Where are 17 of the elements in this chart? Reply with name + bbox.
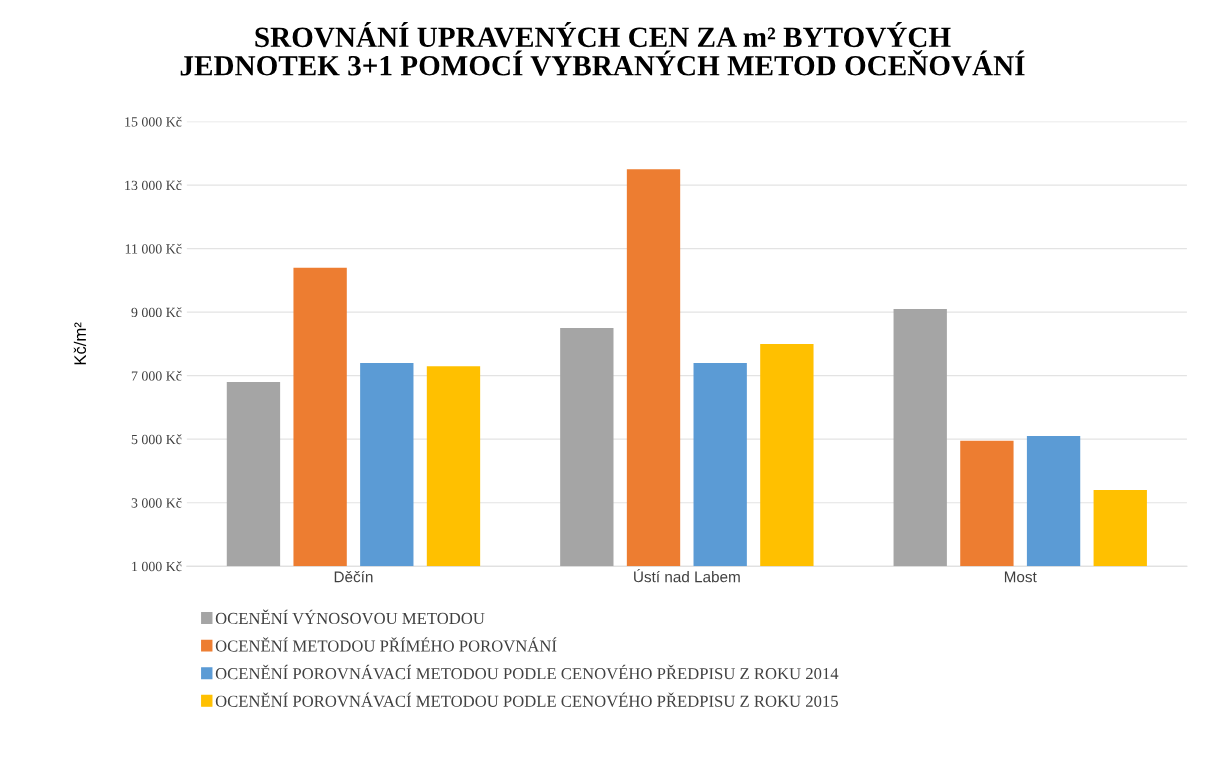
y-tick-label: 5 000 Kč (131, 434, 182, 445)
legend-label: OCENĚNÍ POROVNÁVACÍ METODOU PODLE CENOVÉHO PŘEDPISU Z ROKU 2015 (215, 692, 838, 707)
x-tick-label: Děčín (334, 570, 373, 583)
x-tick-label: Ústí nad Labem (634, 568, 740, 583)
x-tick-label: Most (1004, 571, 1037, 583)
y-tick-label: 1 000 Kč (132, 561, 182, 572)
legend-label: OCENĚNÍ POROVNÁVACÍ METODOU PODLE CENOVÉHO PŘEDPISU Z ROKU 2014 (215, 664, 839, 680)
legend-label: OCENĚNÍ METODOU PŘÍMÉHO POROVNÁNÍ (215, 637, 557, 652)
chart-title: SROVNÁNÍ UPRAVENÝCH CEN ZA m² BYTOVÝCH JEDNOTEK 3+1 POMOCÍ VYBRANÝCH METOD OCEŇOVÁNÍ (180, 21, 1025, 76)
y-axis-title: Kč/m² (73, 322, 87, 365)
legend-label: OCENĚNÍ VÝNOSOVOU METODOU (215, 609, 485, 625)
y-tick-label: 9 000 Kč (131, 307, 182, 318)
y-tick-label: 15 000 Kč (125, 116, 182, 127)
y-tick-label: 7 000 Kč (131, 370, 182, 381)
y-tick-label: 13 000 Kč (125, 180, 182, 191)
y-tick-label: 3 000 Kč (131, 497, 182, 508)
y-tick-label: 11 000 Kč (125, 243, 182, 254)
